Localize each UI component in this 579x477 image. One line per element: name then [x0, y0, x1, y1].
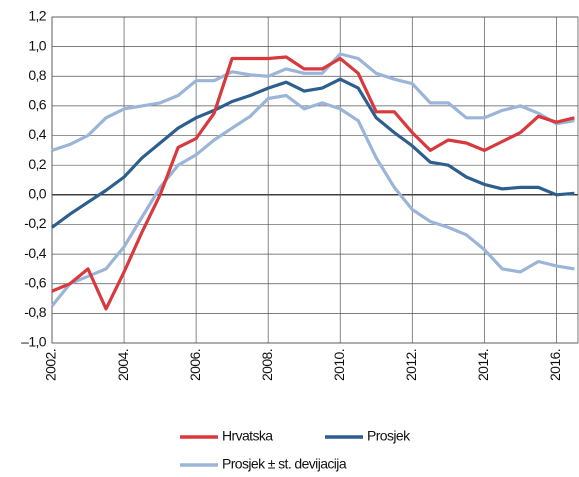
legend-label: Prosjek ± st. devijacija [222, 456, 347, 472]
y-tick-label: –1,0 [21, 334, 47, 350]
y-tick-label: 1,2 [28, 8, 46, 24]
series-line [50, 93, 575, 308]
y-tick-label: -0,6 [24, 274, 47, 290]
y-tick-label: -0,2 [24, 215, 47, 231]
x-tick-label: 2004. [115, 349, 131, 381]
plot-border [51, 16, 579, 344]
y-tick-label: -0,4 [24, 245, 47, 261]
x-tick-label: 2002. [43, 349, 59, 381]
y-tick-label: 0,6 [28, 97, 46, 113]
series-line [51, 55, 575, 311]
x-tick-label: 2010. [331, 349, 347, 381]
y-tick-label: 1,0 [28, 37, 46, 53]
legend-label: Hrvatska [222, 428, 273, 444]
series-line [51, 52, 575, 152]
legend-label: Prosjek [367, 428, 411, 444]
x-tick-label: 2016. [547, 349, 563, 381]
x-tick-label: 2014. [475, 349, 491, 381]
x-tick-label: 2008. [259, 349, 275, 381]
y-tick-label: 0,2 [28, 156, 46, 172]
series-line [51, 77, 575, 229]
x-tick-label: 2012. [403, 349, 419, 381]
y-tick-label: 0,8 [28, 67, 46, 83]
y-tick-label: 0,4 [28, 126, 46, 142]
y-tick-label: 0,0 [28, 186, 46, 202]
x-tick-label: 2006. [187, 349, 203, 381]
y-tick-label: -0,8 [24, 304, 47, 320]
